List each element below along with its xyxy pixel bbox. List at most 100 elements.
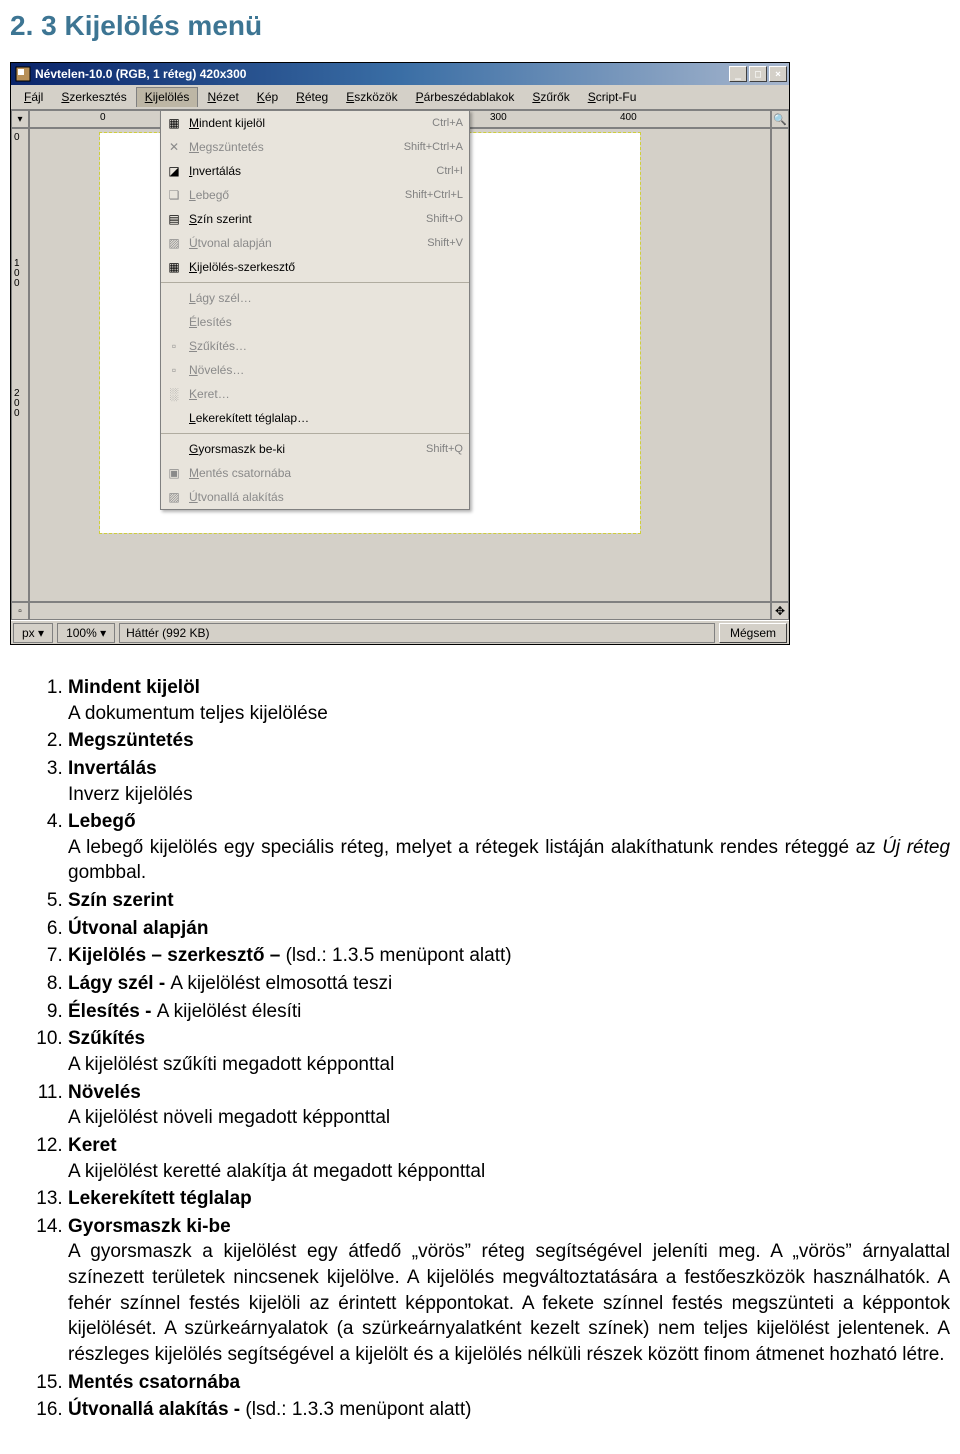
nav-icon[interactable]: ✥	[771, 602, 789, 620]
menu-item[interactable]: ▦Kijelölés-szerkesztő	[161, 255, 469, 279]
list-item: Útvonal alapján	[68, 916, 950, 942]
menu-item-icon: ✕	[165, 139, 183, 155]
menu-item-icon	[165, 314, 183, 330]
list-item-title: Növelés	[68, 1082, 141, 1103]
menu-item-label: Útvonal alapján	[189, 236, 411, 250]
menubar-item-nézet[interactable]: Nézet	[198, 87, 247, 107]
list-item: LebegőA lebegő kijelölés egy speciális r…	[68, 809, 950, 886]
menubar-item-párbeszédablakok[interactable]: Párbeszédablakok	[407, 87, 524, 107]
menu-item-label: Lebegő	[189, 188, 389, 202]
menu-item: ❏LebegőShift+Ctrl+L	[161, 183, 469, 207]
list-item: NövelésA kijelölést növeli megadott képp…	[68, 1080, 950, 1131]
ruler-tick: 2 0 0	[14, 389, 20, 419]
documentation-list: Mindent kijelöl A dokumentum teljes kijel…	[38, 675, 950, 1423]
menu-item: ▫ Növelés…	[161, 358, 469, 382]
menu-item-label: Gyorsmaszk be-ki	[189, 442, 410, 456]
maximize-button[interactable]: □	[749, 66, 767, 82]
menubar-item-fájl[interactable]: Fájl	[15, 87, 52, 107]
unit-select[interactable]: px ▾	[13, 623, 53, 643]
menu-item-label: Szín szerint	[189, 212, 410, 226]
menu-item[interactable]: ▤ Szín szerint Shift+O	[161, 207, 469, 231]
list-item-title: Lágy szél -	[68, 973, 170, 994]
ruler-vertical: 0 1 0 0 2 0 0	[11, 128, 29, 602]
menu-item-label: Kijelölés-szerkesztő	[189, 260, 447, 274]
menu-item-label: Növelés…	[189, 363, 447, 377]
menu-item: ▫Szűkítés…	[161, 334, 469, 358]
ruler-tick: 0	[100, 112, 106, 123]
ruler-tick: 400	[620, 112, 637, 123]
titlebar: Névtelen-10.0 (RGB, 1 réteg) 420x300 _ □…	[11, 63, 789, 85]
menu-item: ░Keret…	[161, 382, 469, 406]
quickmask-toggle[interactable]: ▫	[11, 602, 29, 620]
menu-item: ▨ Útvonallá alakítás	[161, 485, 469, 509]
menu-item-accel: Shift+Ctrl+L	[405, 189, 463, 201]
list-item: Kijelölés – szerkesztő – (lsd.: 1.3.5 me…	[68, 943, 950, 969]
menu-item-icon: ▫	[165, 362, 183, 378]
status-layer: Háttér (992 KB)	[119, 623, 715, 643]
list-item: Lágy szél - A kijelölést elmosottá teszi	[68, 971, 950, 997]
menu-item-label: Útvonallá alakítás	[189, 490, 447, 504]
cancel-button[interactable]: Mégsem	[719, 623, 787, 643]
menu-item-icon: ▨	[165, 489, 183, 505]
list-item-title: Útvonallá alakítás -	[68, 1399, 245, 1420]
list-item-title: Kijelölés – szerkesztő –	[68, 945, 286, 966]
list-item-inline: A kijelölést elmosottá teszi	[170, 973, 392, 994]
zoom-icon[interactable]: 🔍	[771, 110, 789, 128]
list-item-title: Szín szerint	[68, 890, 174, 911]
menu-item-accel: Ctrl+I	[436, 165, 463, 177]
menubar-item-eszközök[interactable]: Eszközök	[337, 87, 406, 107]
menu-item-label: Élesítés	[189, 315, 447, 329]
menu-item[interactable]: Lekerekített téglalap…	[161, 406, 469, 430]
list-item-title: Élesítés -	[68, 1001, 157, 1022]
ruler-tick: 0	[14, 133, 20, 143]
menu-item-label: Mentés csatornába	[189, 466, 447, 480]
menu-item-accel: Shift+Q	[426, 443, 463, 455]
statusbar: px ▾ 100% ▾ Háttér (992 KB) Mégsem	[11, 620, 789, 644]
menu-item[interactable]: Gyorsmaszk be-ki Shift+Q	[161, 437, 469, 461]
list-item-title: Mentés csatornába	[68, 1372, 240, 1393]
menu-item-icon: ▣	[165, 465, 183, 481]
menubar-item-script-fu[interactable]: Script-Fu	[579, 87, 646, 107]
zoom-select[interactable]: 100% ▾	[57, 623, 115, 643]
list-item-title: Mindent kijelöl	[68, 677, 200, 698]
menu-item[interactable]: ◪InvertálásCtrl+I	[161, 159, 469, 183]
window-title: Névtelen-10.0 (RGB, 1 réteg) 420x300	[35, 67, 246, 81]
list-item-inline: (lsd.: 1.3.5 menüpont alatt)	[286, 945, 512, 966]
app-window: Névtelen-10.0 (RGB, 1 réteg) 420x300 _ □…	[10, 62, 790, 645]
ruler-tick: 1 0 0	[14, 259, 20, 289]
menu-item-icon: ▨	[165, 235, 183, 251]
app-icon	[15, 66, 31, 82]
list-item: Útvonallá alakítás - (lsd.: 1.3.3 menüpo…	[68, 1397, 950, 1423]
menu-item: Lágy szél…	[161, 286, 469, 310]
menubar-item-kép[interactable]: Kép	[248, 87, 287, 107]
scrollbar-horizontal[interactable]	[29, 602, 771, 620]
close-button[interactable]: ×	[769, 66, 787, 82]
menubar-item-szűrők[interactable]: Szűrők	[523, 87, 578, 107]
menu-item-icon: ▤	[165, 211, 183, 227]
list-item-desc: A gyorsmaszk a kijelölést egy átfedő „vö…	[68, 1239, 950, 1367]
menu-item-icon: ░	[165, 386, 183, 402]
menu-item-label: Szűkítés…	[189, 339, 447, 353]
menu-item: ▣ Mentés csatornába	[161, 461, 469, 485]
menu-item-icon	[165, 441, 183, 457]
menubar-item-szerkesztés[interactable]: Szerkesztés	[52, 87, 135, 107]
ruler-corner-tl[interactable]: ▾	[11, 110, 29, 128]
menu-item-accel: Shift+Ctrl+A	[404, 141, 463, 153]
menubar-item-kijelölés[interactable]: Kijelölés	[136, 87, 199, 107]
menu-item-accel: Shift+O	[426, 213, 463, 225]
work-area: ▾ 0 100 300 400 🔍 0 1 0 0 2 0 0 ▫ ✥	[11, 110, 789, 620]
menu-item[interactable]: ▦Mindent kijelölCtrl+A	[161, 111, 469, 135]
menu-item-label: Lágy szél…	[189, 291, 447, 305]
list-item-title: Lebegő	[68, 811, 136, 832]
list-item-desc: A dokumentum teljes kijelölése	[68, 701, 950, 727]
selection-menu-dropdown: ▦Mindent kijelölCtrl+A ✕ Megszüntetés Shift…	[160, 110, 470, 510]
menu-item: Élesítés	[161, 310, 469, 334]
menu-item-icon	[165, 290, 183, 306]
menu-item-label: Megszüntetés	[189, 140, 388, 154]
menu-item-label: Mindent kijelöl	[189, 116, 416, 130]
menubar-item-réteg[interactable]: Réteg	[287, 87, 337, 107]
minimize-button[interactable]: _	[729, 66, 747, 82]
scrollbar-vertical[interactable]	[771, 128, 789, 602]
list-item: Mentés csatornába	[68, 1370, 950, 1396]
list-item: Gyorsmaszk ki-beA gyorsmaszk a kijelölés…	[68, 1214, 950, 1368]
